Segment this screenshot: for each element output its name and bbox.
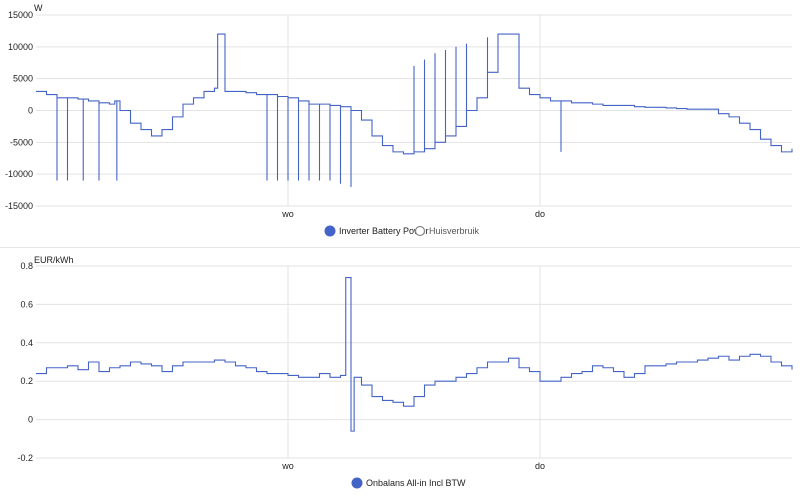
y-unit-label: EUR/kWh	[34, 255, 74, 265]
chart-divider	[0, 247, 800, 248]
y-tick-label: 0.8	[20, 261, 33, 271]
legend-item[interactable]: Inverter Battery Power	[324, 225, 429, 237]
x-tick-label: do	[535, 209, 545, 219]
series-line	[36, 33, 793, 155]
legend-label: Onbalans All-in Incl BTW	[366, 478, 466, 488]
y-tick-label: -10000	[5, 169, 33, 179]
y-tick-label: 5000	[13, 74, 33, 84]
y-tick-label: 0.2	[20, 376, 33, 386]
y-tick-label: -0.2	[17, 453, 33, 463]
y-tick-label: -15000	[5, 201, 33, 211]
series-line	[36, 276, 793, 432]
y-tick-label: 0.6	[20, 299, 33, 309]
y-tick-label: -5000	[10, 137, 33, 147]
y-tick-label: 0	[28, 415, 33, 425]
legend-item[interactable]: Onbalans All-in Incl BTW	[351, 477, 466, 489]
legend-label: Inverter Battery Power	[339, 226, 429, 236]
y-tick-label: 0.4	[20, 338, 33, 348]
legend-swatch-icon	[324, 225, 336, 237]
legend-label: Huisverbruik	[429, 226, 480, 236]
x-tick-label: wo	[281, 461, 294, 471]
legend-item[interactable]: Huisverbruik	[414, 225, 480, 237]
legend-swatch-icon	[351, 477, 363, 489]
x-tick-label: wo	[281, 209, 294, 219]
legend-swatch-icon	[414, 225, 426, 237]
y-tick-label: 0	[28, 106, 33, 116]
y-tick-label: 10000	[8, 42, 33, 52]
y-unit-label: W	[34, 3, 43, 13]
x-tick-label: do	[535, 461, 545, 471]
y-tick-label: 15000	[8, 10, 33, 20]
